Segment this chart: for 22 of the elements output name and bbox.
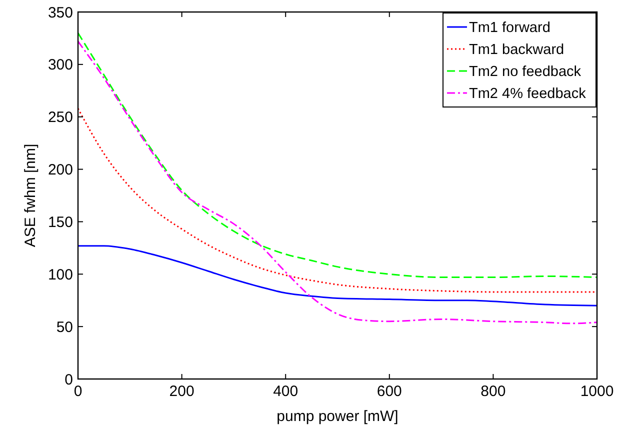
y-axis-title: ASE fwhm [nm] [22, 144, 39, 248]
legend-label: Tm1 backward [469, 42, 564, 58]
y-tick-label: 150 [48, 214, 73, 231]
x-tick-label: 800 [480, 383, 506, 400]
y-tick-label: 350 [48, 4, 73, 22]
y-tick-label: 250 [48, 109, 73, 126]
legend-label: Tm2 4% feedback [469, 86, 587, 102]
y-tick-label: 300 [48, 56, 73, 74]
legend-label: Tm2 no feedback [469, 64, 582, 80]
x-axis-title: pump power [mW] [276, 408, 398, 425]
x-tick-label: 1000 [580, 383, 614, 400]
y-tick-label: 50 [56, 318, 73, 336]
y-tick-label: 100 [48, 266, 73, 284]
line-series [77, 32, 598, 278]
line-series [77, 40, 598, 324]
y-tick-label: 0 [64, 371, 73, 388]
x-tick-label: 400 [273, 383, 298, 400]
legend-label: Tm1 forward [469, 20, 550, 36]
x-tick-label: 200 [169, 383, 194, 400]
y-tick-label: 200 [48, 162, 73, 179]
x-tick-label: 600 [376, 383, 402, 400]
line-series [77, 245, 598, 306]
